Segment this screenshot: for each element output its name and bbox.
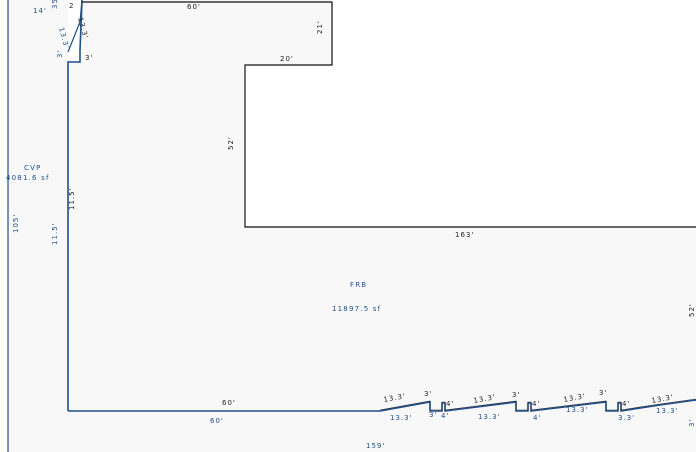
saw-label: 4' [532, 400, 540, 408]
saw-label: 3' [429, 411, 437, 419]
saw-label: 3' [688, 419, 696, 427]
dim-small-3-b: 3' [85, 54, 93, 62]
area-label-cvp: CVP [24, 164, 42, 172]
dim-top-right-21: 21' [316, 20, 324, 34]
saw-label: 4' [622, 400, 630, 408]
saw-label: 4' [446, 400, 454, 408]
dim-left-105: 105' [12, 214, 20, 233]
saw-label: 3' [424, 390, 432, 398]
saw-label: 13.3' [390, 414, 413, 422]
dim-left-115-a: 11.5' [51, 222, 59, 245]
frb-outline [67, 0, 83, 411]
saw-label: 4' [533, 414, 541, 422]
dim-long-163: 163' [455, 231, 474, 239]
dim-bottom-60-a: 60' [222, 399, 236, 407]
dim-notch-52: 52' [227, 136, 235, 150]
saw-label: 13.3' [566, 406, 589, 414]
diagonal-edge [67, 0, 83, 53]
dim-right-52: 52' [688, 303, 696, 317]
dim-top-left-small-b: 2 [69, 2, 74, 10]
area-size-frb: 11897.5 sf [332, 305, 381, 313]
saw-label: 3.3' [618, 414, 635, 422]
dim-top-left-small-a: 35 [51, 0, 59, 9]
dim-top-60: 60' [187, 3, 201, 11]
cvp-area[interactable] [8, 0, 696, 452]
saw-label: 4' [441, 412, 449, 420]
structure-outline [82, 1, 696, 228]
sawtooth-edge-black [379, 398, 696, 411]
saw-label: 13.3' [656, 407, 679, 415]
dim-bottom-159: 159' [366, 442, 385, 450]
area-label-frb: FRB [350, 281, 367, 289]
saw-label: 13.3' [563, 392, 587, 404]
saw-label: 13.3' [473, 393, 497, 405]
saw-label: 13.3' [478, 413, 501, 421]
dim-bottom-60-b: 60' [210, 417, 224, 425]
saw-label: 13.3' [383, 392, 407, 404]
saw-label: 3' [512, 391, 520, 399]
area-size-cvp: 4081.6 sf [6, 174, 50, 182]
dim-notch-20: 20' [280, 55, 294, 63]
dim-left-115-b: 11.5' [68, 187, 76, 210]
dim-top-left-14: 14' [33, 7, 47, 15]
saw-label: 3' [599, 389, 607, 397]
dim-small-3-a: 3' [56, 50, 64, 58]
saw-label: 13.3' [651, 393, 675, 405]
